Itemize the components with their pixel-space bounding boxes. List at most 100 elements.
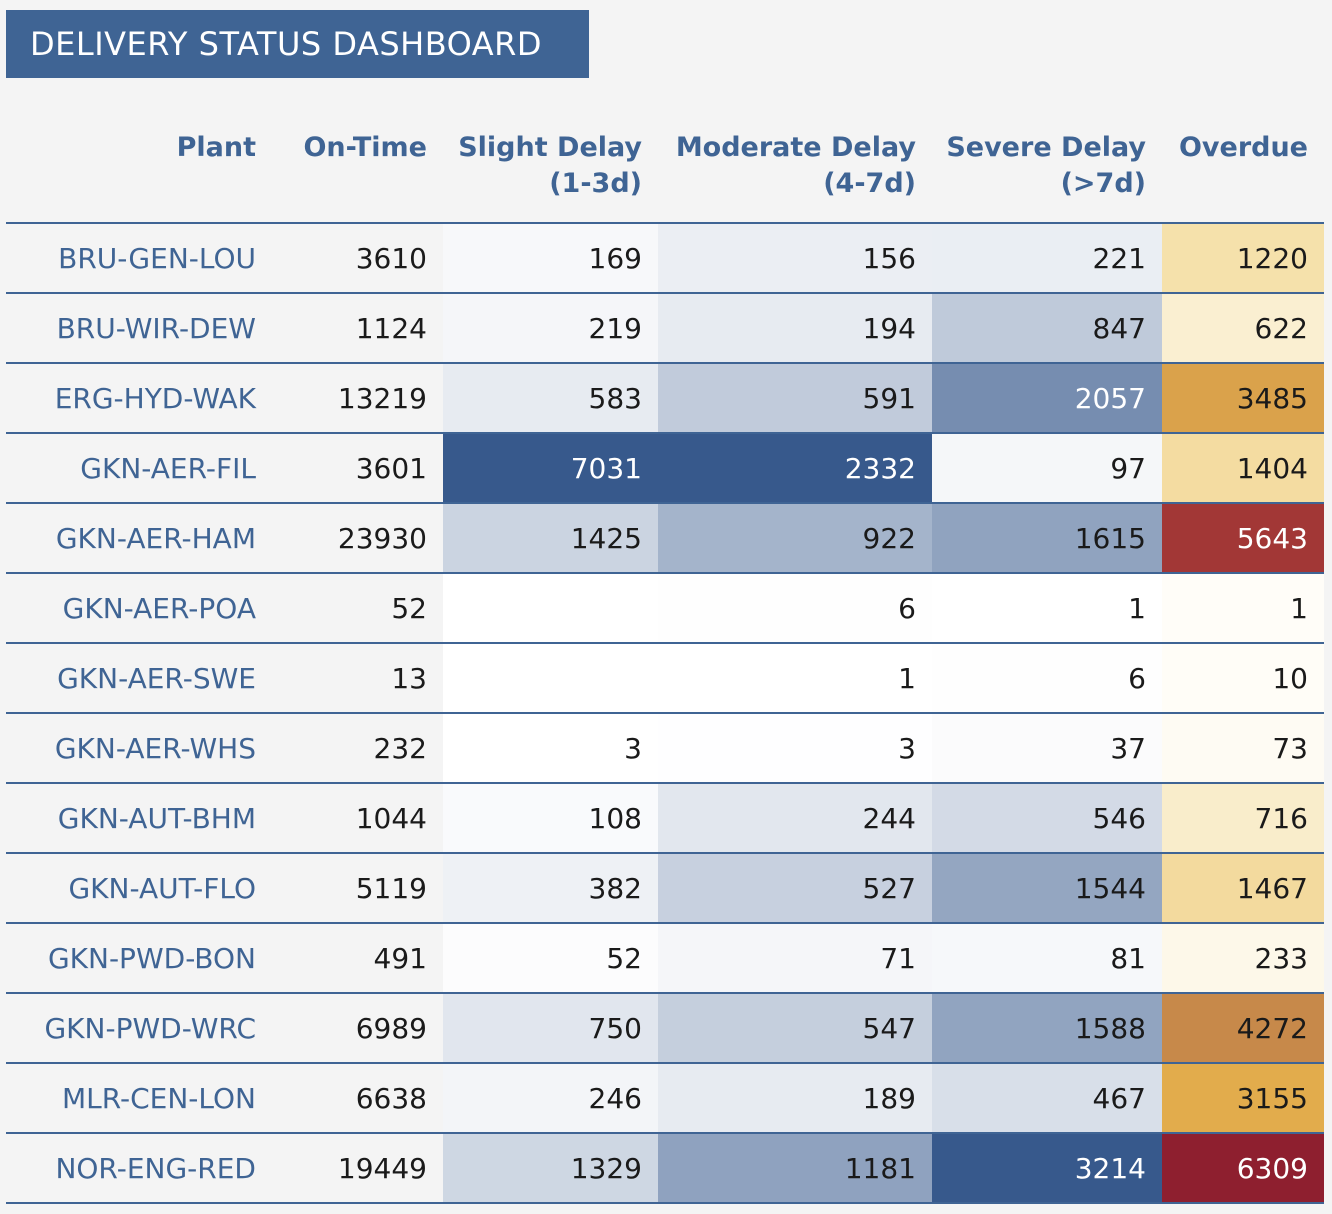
value-cell-overdue: 3485 [1162, 364, 1324, 432]
value-cell-slight: 1329 [443, 1134, 658, 1202]
value-cell-overdue: 622 [1162, 294, 1324, 362]
table-row-gkn-aer-poa: GKN-AER-POA 52 6 1 1 [6, 574, 1324, 644]
value-cell-severe: 467 [932, 1064, 1162, 1132]
value-cell-moderate: 3 [658, 714, 932, 782]
table-row-gkn-pwd-bon: GKN-PWD-BON 491 52 71 81 233 [6, 924, 1324, 994]
plant-name-cell: GKN-AER-FIL [6, 434, 278, 502]
table-row-bru-gen-lou: BRU-GEN-LOU 3610 169 156 221 1220 [6, 224, 1324, 294]
value-cell-slight [443, 644, 658, 712]
value-cell-moderate: 591 [658, 364, 932, 432]
value-cell-on-time: 23930 [278, 504, 443, 572]
plant-name-cell: GKN-AER-SWE [6, 644, 278, 712]
value-cell-on-time: 3610 [278, 224, 443, 292]
value-cell-on-time: 3601 [278, 434, 443, 502]
value-cell-overdue: 3155 [1162, 1064, 1324, 1132]
value-cell-overdue: 4272 [1162, 994, 1324, 1062]
table-row-gkn-aut-bhm: GKN-AUT-BHM 1044 108 244 546 716 [6, 784, 1324, 854]
value-cell-slight: 108 [443, 784, 658, 852]
value-cell-overdue: 1404 [1162, 434, 1324, 502]
table-header-row: Plant On-Time Slight Delay (1-3d) Moderate … [6, 130, 1324, 224]
value-cell-on-time: 6989 [278, 994, 443, 1062]
value-cell-overdue: 6309 [1162, 1134, 1324, 1202]
value-cell-slight: 52 [443, 924, 658, 992]
table-body: BRU-GEN-LOU 3610 169 156 221 1220 BRU-WIR-DEW 1… [6, 224, 1324, 1204]
value-cell-on-time: 52 [278, 574, 443, 642]
value-cell-severe: 81 [932, 924, 1162, 992]
value-cell-overdue: 1 [1162, 574, 1324, 642]
value-cell-severe: 1615 [932, 504, 1162, 572]
plant-name-cell: NOR-ENG-RED [6, 1134, 278, 1202]
value-cell-moderate: 189 [658, 1064, 932, 1132]
table-row-gkn-pwd-wrc: GKN-PWD-WRC 6989 750 547 1588 4272 [6, 994, 1324, 1064]
value-cell-severe: 1544 [932, 854, 1162, 922]
plant-name-cell: GKN-AUT-BHM [6, 784, 278, 852]
header-severe-delay: Severe Delay (>7d) [946, 132, 1146, 199]
value-cell-on-time: 6638 [278, 1064, 443, 1132]
value-cell-severe: 1588 [932, 994, 1162, 1062]
value-cell-moderate: 156 [658, 224, 932, 292]
value-cell-moderate: 527 [658, 854, 932, 922]
value-cell-on-time: 491 [278, 924, 443, 992]
value-cell-slight: 7031 [443, 434, 658, 502]
plant-name-cell: BRU-GEN-LOU [6, 224, 278, 292]
value-cell-moderate: 71 [658, 924, 932, 992]
value-cell-on-time: 1124 [278, 294, 443, 362]
value-cell-moderate: 6 [658, 574, 932, 642]
table-row-nor-eng-red: NOR-ENG-RED 19449 1329 1181 3214 6309 [6, 1134, 1324, 1204]
value-cell-slight: 3 [443, 714, 658, 782]
table-row-gkn-aer-swe: GKN-AER-SWE 13 1 6 10 [6, 644, 1324, 714]
value-cell-slight [443, 574, 658, 642]
value-cell-overdue: 716 [1162, 784, 1324, 852]
value-cell-slight: 583 [443, 364, 658, 432]
value-cell-slight: 219 [443, 294, 658, 362]
value-cell-on-time: 13 [278, 644, 443, 712]
header-plant: Plant [176, 132, 256, 163]
value-cell-on-time: 13219 [278, 364, 443, 432]
value-cell-severe: 1 [932, 574, 1162, 642]
plant-name-cell: GKN-AER-POA [6, 574, 278, 642]
value-cell-moderate: 547 [658, 994, 932, 1062]
value-cell-on-time: 232 [278, 714, 443, 782]
table-row-gkn-aer-whs: GKN-AER-WHS 232 3 3 37 73 [6, 714, 1324, 784]
value-cell-moderate: 1181 [658, 1134, 932, 1202]
value-cell-severe: 847 [932, 294, 1162, 362]
value-cell-slight: 750 [443, 994, 658, 1062]
header-overdue: Overdue [1178, 132, 1308, 163]
value-cell-overdue: 1467 [1162, 854, 1324, 922]
header-on-time: On-Time [303, 132, 427, 163]
plant-name-cell: ERG-HYD-WAK [6, 364, 278, 432]
plant-name-cell: GKN-PWD-BON [6, 924, 278, 992]
value-cell-moderate: 922 [658, 504, 932, 572]
value-cell-slight: 1425 [443, 504, 658, 572]
value-cell-severe: 221 [932, 224, 1162, 292]
value-cell-severe: 546 [932, 784, 1162, 852]
plant-name-cell: GKN-AER-HAM [6, 504, 278, 572]
value-cell-severe: 6 [932, 644, 1162, 712]
value-cell-severe: 2057 [932, 364, 1162, 432]
table-row-bru-wir-dew: BRU-WIR-DEW 1124 219 194 847 622 [6, 294, 1324, 364]
value-cell-overdue: 233 [1162, 924, 1324, 992]
value-cell-overdue: 10 [1162, 644, 1324, 712]
value-cell-severe: 97 [932, 434, 1162, 502]
value-cell-overdue: 1220 [1162, 224, 1324, 292]
header-moderate-delay: Moderate Delay (4-7d) [675, 132, 916, 199]
value-cell-slight: 246 [443, 1064, 658, 1132]
value-cell-moderate: 244 [658, 784, 932, 852]
table-row-erg-hyd-wak: ERG-HYD-WAK 13219 583 591 2057 3485 [6, 364, 1324, 434]
table-row-gkn-aut-flo: GKN-AUT-FLO 5119 382 527 1544 1467 [6, 854, 1324, 924]
delivery-status-table: Plant On-Time Slight Delay (1-3d) Moderate … [6, 130, 1324, 1204]
plant-name-cell: MLR-CEN-LON [6, 1064, 278, 1132]
table-row-gkn-aer-ham: GKN-AER-HAM 23930 1425 922 1615 5643 [6, 504, 1324, 574]
value-cell-slight: 169 [443, 224, 658, 292]
table-row-mlr-cen-lon: MLR-CEN-LON 6638 246 189 467 3155 [6, 1064, 1324, 1134]
value-cell-moderate: 194 [658, 294, 932, 362]
header-slight-delay: Slight Delay (1-3d) [458, 132, 642, 199]
value-cell-moderate: 1 [658, 644, 932, 712]
value-cell-slight: 382 [443, 854, 658, 922]
value-cell-severe: 3214 [932, 1134, 1162, 1202]
value-cell-moderate: 2332 [658, 434, 932, 502]
value-cell-overdue: 73 [1162, 714, 1324, 782]
value-cell-severe: 37 [932, 714, 1162, 782]
plant-name-cell: GKN-PWD-WRC [6, 994, 278, 1062]
dashboard-title: DELIVERY STATUS DASHBOARD [6, 10, 589, 78]
